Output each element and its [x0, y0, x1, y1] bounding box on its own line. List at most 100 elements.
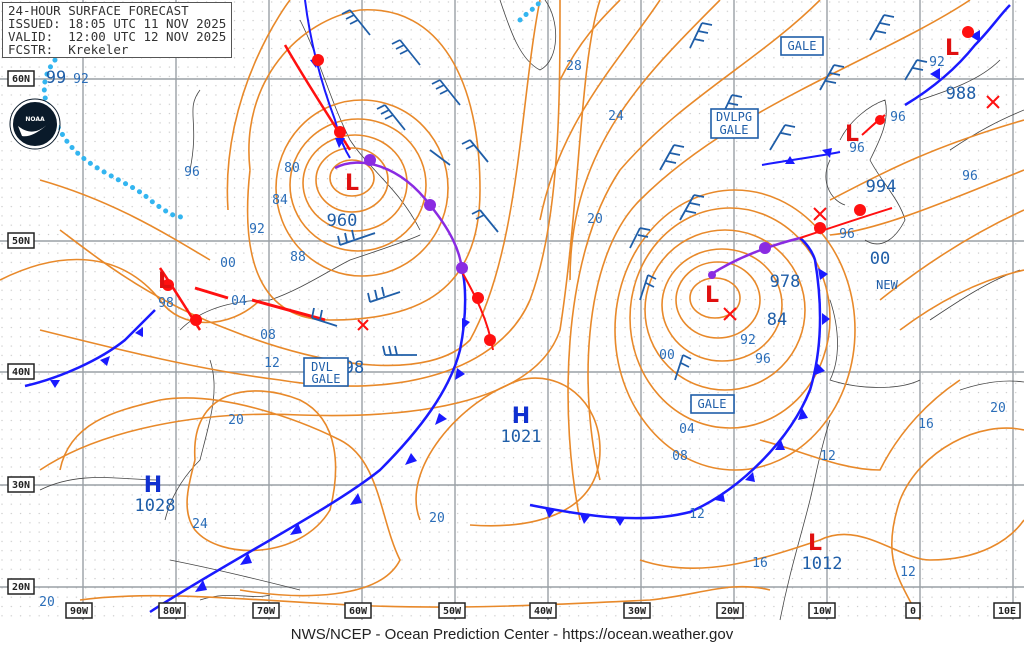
isobar-label: 20 [587, 212, 603, 227]
low-pressure-value: 978 [770, 272, 801, 292]
issued-time: ISSUED: 18:05 UTC 11 NOV 2025 [8, 16, 227, 31]
isobar-label: 96 [849, 141, 865, 156]
new-label: NEW [876, 278, 898, 292]
developing-gale-warning-line2: GALE [720, 123, 749, 137]
isobar-label: 96 [184, 165, 200, 180]
fronts [24, 0, 1011, 614]
isobar-label: 28 [566, 59, 582, 74]
developing-gale-warning-line2: GALE [312, 372, 341, 386]
warm-front [799, 207, 893, 239]
pressure-systems: L 960 L 98 L 978 L 1012 L 96 L H 1021 H … [135, 36, 978, 574]
isobar-label: 96 [557, 0, 573, 4]
low-pressure-value: 98 [158, 296, 174, 311]
pressure-value: 994 [866, 177, 897, 197]
low-pressure-value: 1012 [802, 554, 843, 574]
isobar-label: 96 [890, 110, 906, 125]
isobar-label: 20 [429, 511, 445, 526]
lon-label: 20W [721, 606, 740, 617]
coastlines [39, 0, 1024, 621]
isobar-label: 92 [740, 333, 756, 348]
pressure-value: 00 [870, 249, 890, 269]
isobar-label: 92 [929, 55, 945, 70]
lon-label: 40W [534, 606, 553, 617]
stationary-front [761, 151, 841, 166]
cold-front [149, 269, 467, 614]
isobar-label: 08 [672, 449, 688, 464]
occluded-front [709, 236, 801, 277]
isobar-label: 20 [990, 401, 1006, 416]
high-pressure-value: 1028 [135, 496, 176, 516]
low-center-symbol: L [345, 171, 359, 196]
lat-label: 60N [12, 74, 30, 85]
low-center-symbol: L [808, 531, 822, 556]
lon-label: 70W [257, 606, 276, 617]
lon-label: 30W [628, 606, 647, 617]
developing-gale-warning: DVLPG [716, 110, 752, 124]
forecast-header: 24-HOUR SURFACE FORECAST ISSUED: 18:05 UT… [2, 2, 233, 58]
lat-label: 40N [12, 367, 30, 378]
isobar-label: 16 [752, 556, 768, 571]
high-center-symbol: H [144, 473, 162, 498]
cold-front [24, 309, 156, 388]
isobar-label: 24 [608, 109, 624, 124]
lon-label: 10W [813, 606, 832, 617]
gale-warning: GALE [698, 397, 727, 411]
isobar-label: 92 [249, 222, 265, 237]
lat-label: 30N [12, 480, 30, 491]
isobar-label: 16 [918, 417, 934, 432]
isobar-label: 24 [192, 517, 208, 532]
isobar-label: 84 [272, 193, 288, 208]
lon-label: 0 [910, 606, 916, 617]
isobar-label: 00 [659, 348, 675, 363]
low-center-symbol: L [705, 283, 719, 308]
isobar-label: 20 [39, 595, 55, 610]
lat-labels: 60N 50N 40N 30N 20N [7, 70, 35, 595]
low-center-symbol: L [158, 269, 172, 294]
isobar-label: 00 [220, 256, 236, 271]
isobar-label: 04 [231, 294, 247, 309]
pressure-value: 96 [962, 169, 978, 184]
gale-warning: GALE [788, 39, 817, 53]
lat-label: 50N [12, 236, 30, 247]
forecaster: FCSTR: Krekeler [8, 42, 129, 57]
isobar-labels: 99 92 96 80 84 92 88 00 04 08 12 20 24 2… [39, 0, 1006, 610]
lon-label: 50W [443, 606, 462, 617]
lon-label: 80W [163, 606, 182, 617]
isobar-label: 88 [290, 250, 306, 265]
ice-edge [41, 0, 543, 220]
isobars [0, 0, 1024, 621]
pressure-value: 84 [767, 310, 787, 330]
lon-labels: 90W 80W 70W 60W 50W 40W 30W 20W 10W 0 10… [65, 602, 1021, 619]
isobar-label: 12 [820, 449, 836, 464]
high-pressure-value: 1021 [501, 427, 542, 447]
low-position-marks [357, 95, 1000, 331]
cold-front [304, 0, 351, 159]
isobar-label: 92 [73, 72, 89, 87]
isobar-label: 12 [264, 356, 280, 371]
credit-line: NWS/NCEP - Ocean Prediction Center - htt… [290, 626, 734, 643]
isobar-label: 20 [228, 413, 244, 428]
isobar-label: 08 [260, 328, 276, 343]
isobar-label: 12 [900, 565, 916, 580]
pressure-value: 98 [344, 358, 364, 378]
isobar-label: 12 [689, 507, 705, 522]
isobar-label: 96 [839, 227, 855, 242]
wind-barbs [311, 9, 928, 381]
low-pressure-value: 960 [327, 211, 358, 231]
developing-gale-warning: DVL [311, 360, 333, 374]
pressure-value: 988 [946, 84, 977, 104]
forecast-title: 24-HOUR SURFACE FORECAST [8, 3, 189, 18]
lon-label: 90W [70, 606, 89, 617]
cold-front [529, 237, 822, 520]
lon-label: 10E [998, 606, 1016, 617]
isobar-label: 99 [46, 68, 66, 88]
noaa-logo: NOAA [9, 98, 61, 150]
lat-label: 20N [12, 582, 30, 593]
isobar-label: 96 [755, 352, 771, 367]
valid-time: VALID: 12:00 UTC 12 NOV 2025 [8, 29, 227, 44]
isobar-label: 80 [284, 161, 300, 176]
isobar-label: 04 [679, 422, 695, 437]
noaa-logo-text: NOAA [25, 116, 45, 123]
